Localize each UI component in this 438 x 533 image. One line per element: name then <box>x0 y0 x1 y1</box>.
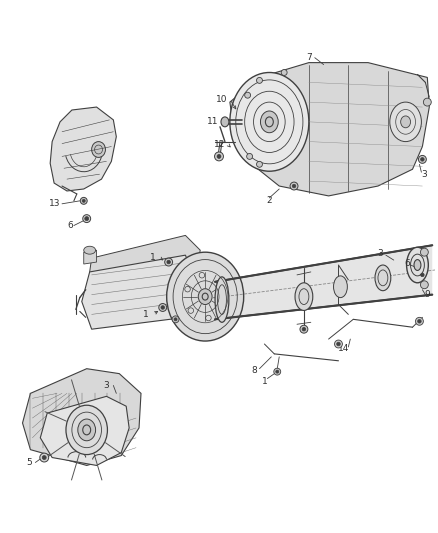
Text: 1: 1 <box>261 377 267 386</box>
Ellipse shape <box>406 247 428 283</box>
Polygon shape <box>50 107 117 191</box>
Circle shape <box>215 152 223 161</box>
Circle shape <box>165 258 173 266</box>
Circle shape <box>257 161 262 167</box>
Circle shape <box>247 154 253 159</box>
Text: 2: 2 <box>267 196 272 205</box>
Circle shape <box>420 281 428 289</box>
Circle shape <box>292 184 296 188</box>
Ellipse shape <box>215 277 229 322</box>
Ellipse shape <box>333 276 347 297</box>
Ellipse shape <box>230 72 309 171</box>
Ellipse shape <box>221 117 229 127</box>
Circle shape <box>420 158 424 161</box>
Polygon shape <box>215 245 432 319</box>
Polygon shape <box>40 397 129 465</box>
Text: 3: 3 <box>421 169 427 179</box>
Circle shape <box>335 340 343 348</box>
Circle shape <box>424 98 431 106</box>
Polygon shape <box>22 369 141 465</box>
Circle shape <box>418 319 421 323</box>
Circle shape <box>274 368 281 375</box>
Circle shape <box>276 370 279 373</box>
Circle shape <box>85 216 88 221</box>
Ellipse shape <box>198 289 212 304</box>
Ellipse shape <box>66 405 107 455</box>
Ellipse shape <box>414 260 421 270</box>
Ellipse shape <box>295 283 313 310</box>
Circle shape <box>302 327 306 331</box>
Circle shape <box>300 325 308 333</box>
Text: 1: 1 <box>150 253 156 262</box>
Ellipse shape <box>375 265 391 290</box>
Circle shape <box>217 155 221 158</box>
Polygon shape <box>84 250 96 264</box>
Circle shape <box>420 273 424 277</box>
Text: 9: 9 <box>424 290 430 299</box>
Circle shape <box>40 453 49 462</box>
Circle shape <box>416 317 424 325</box>
Circle shape <box>161 306 165 309</box>
Circle shape <box>420 248 428 256</box>
Ellipse shape <box>390 102 421 142</box>
Circle shape <box>80 197 87 204</box>
Text: 8: 8 <box>252 366 258 375</box>
Text: 10: 10 <box>216 95 228 103</box>
Circle shape <box>418 156 426 163</box>
Circle shape <box>82 199 85 203</box>
Text: 3: 3 <box>103 381 110 390</box>
Ellipse shape <box>78 419 95 441</box>
Text: 6: 6 <box>67 221 73 230</box>
Circle shape <box>337 342 340 346</box>
Circle shape <box>290 182 298 190</box>
Ellipse shape <box>401 116 410 128</box>
Text: 3: 3 <box>377 249 383 257</box>
Text: 12: 12 <box>214 140 226 149</box>
Circle shape <box>172 316 179 323</box>
Ellipse shape <box>167 252 244 341</box>
Text: 11: 11 <box>207 117 219 126</box>
Circle shape <box>174 318 177 321</box>
Circle shape <box>257 77 262 83</box>
Text: 13: 13 <box>49 199 61 208</box>
Circle shape <box>281 69 287 76</box>
Polygon shape <box>90 236 200 285</box>
Ellipse shape <box>261 111 278 133</box>
Circle shape <box>245 92 251 98</box>
Circle shape <box>42 456 46 459</box>
Text: 6: 6 <box>405 259 410 268</box>
Circle shape <box>159 303 167 311</box>
Polygon shape <box>230 62 429 196</box>
Ellipse shape <box>92 142 106 157</box>
Ellipse shape <box>84 246 95 254</box>
Circle shape <box>167 260 170 264</box>
Circle shape <box>83 215 91 223</box>
Text: 7: 7 <box>306 53 312 62</box>
Text: 1: 1 <box>143 310 149 319</box>
Polygon shape <box>82 255 195 329</box>
Text: 5: 5 <box>27 458 32 467</box>
Text: 14: 14 <box>338 344 349 353</box>
